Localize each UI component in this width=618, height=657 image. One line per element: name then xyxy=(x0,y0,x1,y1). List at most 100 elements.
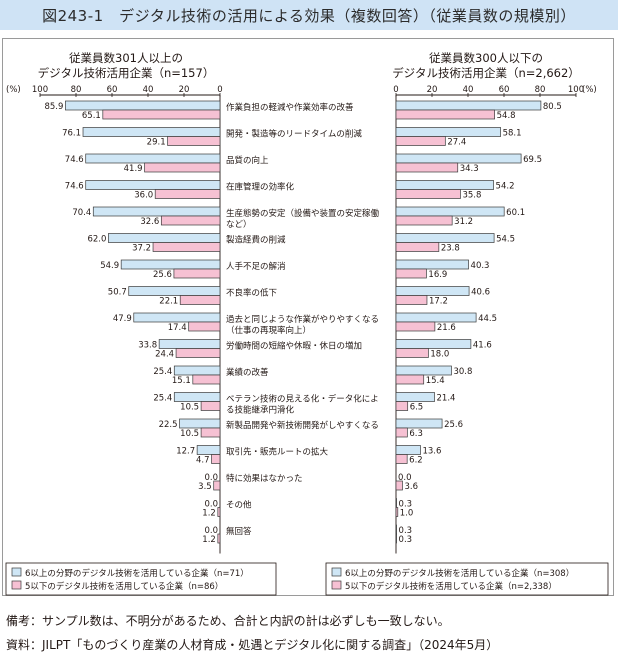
left-data-label-series2: 1.2 xyxy=(202,509,216,519)
left-bar-series1 xyxy=(173,392,221,402)
left-data-label-series1: 0.0 xyxy=(204,526,218,536)
left-bar-series1 xyxy=(173,365,221,376)
left-data-label-series2: 4.7 xyxy=(196,456,210,466)
right-bar-series1 xyxy=(395,127,501,137)
right-panel-title-line1: 従業員数300人以下の xyxy=(429,51,543,65)
left-bar-series1 xyxy=(158,339,221,349)
right-bar-series2 xyxy=(395,136,446,146)
note-remarks: 備考：サンプル数は、不明分があるため、合計と内訳の計は必ずしも一致しない。 xyxy=(6,614,450,628)
category-label: 不良率の低下 xyxy=(226,288,278,299)
left-legend-label-series1: 6以上の分野のデジタル技術を活用している企業（n=71） xyxy=(25,568,249,579)
right-data-label-series2: 21.6 xyxy=(437,323,456,333)
left-axis-unit: (%) xyxy=(6,85,21,95)
right-bar-series2 xyxy=(395,348,429,358)
right-data-label-series1: 54.2 xyxy=(496,182,515,192)
right-data-label-series1: 0.3 xyxy=(399,500,413,510)
category-label: 特に効果はなかった xyxy=(226,473,303,484)
right-legend-label-series1: 6以上の分野のデジタル技術を活用している企業（n=308） xyxy=(345,568,574,579)
left-data-label-series2: 3.5 xyxy=(198,482,212,492)
left-data-label-series2: 1.2 xyxy=(202,535,216,545)
left-legend-swatch-series2 xyxy=(11,580,22,590)
left-legend-label-series2: 5以下のデジタル技術を活用している企業（n=86） xyxy=(25,581,223,592)
right-axis-tick-label: 80 xyxy=(535,85,546,95)
category-label: その他 xyxy=(226,500,252,511)
right-data-label-series2: 35.8 xyxy=(462,191,481,201)
category-label: 過去と同じような作業がやりやすくなる xyxy=(226,314,379,325)
right-data-label-series1: 69.5 xyxy=(523,155,542,165)
left-data-label-series1: 0.0 xyxy=(204,473,218,483)
category-label: 人手不足の解消 xyxy=(226,261,286,272)
left-bar-series2 xyxy=(200,427,221,438)
left-bar-series2 xyxy=(188,321,221,332)
right-bar-series1 xyxy=(395,339,472,349)
left-data-label-series1: 85.9 xyxy=(44,102,63,112)
category-label: など） xyxy=(226,219,252,230)
left-bar-series1 xyxy=(85,153,221,164)
right-bar-series1 xyxy=(395,259,469,270)
notes: 備考：サンプル数は、不明分があるため、合計と内訳の計は必ずしも一致しない。 資料… xyxy=(6,609,498,657)
right-bar-series1 xyxy=(395,524,397,535)
right-bar-series1 xyxy=(395,153,522,164)
left-data-label-series1: 62.0 xyxy=(87,235,106,245)
right-axis-tick-label: 20 xyxy=(427,85,438,95)
category-label: 生産態勢の安定（設備や装置の安定稼働 xyxy=(226,208,380,219)
left-bar-series1 xyxy=(133,312,221,323)
right-bar-series2 xyxy=(395,295,428,305)
left-data-label-series1: 76.1 xyxy=(62,129,81,139)
left-data-label-series1: 22.5 xyxy=(159,420,178,430)
category-label: 労働時間の短縮や休暇・休日の増加 xyxy=(226,341,362,352)
left-axis-tick-label: 40 xyxy=(143,85,154,95)
right-bar-series2 xyxy=(395,454,408,464)
right-data-label-series2: 15.4 xyxy=(426,376,445,386)
right-bar-series2 xyxy=(395,109,495,120)
right-axis-tick-label: 40 xyxy=(463,85,474,95)
left-data-label-series2: 22.1 xyxy=(159,297,178,307)
right-bar-series1 xyxy=(395,286,470,296)
left-bar-series2 xyxy=(160,215,221,226)
left-bar-series2 xyxy=(144,162,221,173)
right-bar-series1 xyxy=(395,312,477,323)
left-bar-series1 xyxy=(85,180,221,190)
left-bar-series1 xyxy=(196,445,221,455)
left-data-label-series1: 25.4 xyxy=(153,394,172,404)
category-label: 新製品開発や新技術開発がしやすくなる xyxy=(226,420,379,431)
chart-title: 図243-1 デジタル技術の活用による効果（複数回答）（従業員数の規模別） xyxy=(42,6,576,25)
left-bar-series1 xyxy=(128,286,221,296)
right-bar-series2 xyxy=(395,427,408,438)
left-data-label-series2: 37.2 xyxy=(132,244,151,254)
chart-title-bar: 図243-1 デジタル技術の活用による効果（複数回答）（従業員数の規模別） xyxy=(0,0,618,30)
left-bar-series2 xyxy=(179,295,221,305)
right-bar-series2 xyxy=(395,480,403,491)
right-data-label-series2: 6.3 xyxy=(409,429,423,439)
right-bar-series1 xyxy=(395,445,421,455)
category-label: 業績の改善 xyxy=(226,367,269,378)
left-data-label-series1: 12.7 xyxy=(176,447,195,457)
right-data-label-series1: 13.6 xyxy=(422,447,441,457)
left-data-label-series2: 24.4 xyxy=(155,350,174,360)
right-data-label-series1: 40.6 xyxy=(471,288,490,298)
right-axis-tick-label: 0 xyxy=(393,85,398,95)
note-source: 資料：JILPT「ものづくり産業の人材育成・処遇とデジタル化に関する調査」（20… xyxy=(6,638,499,652)
left-data-label-series1: 74.6 xyxy=(65,182,84,192)
left-bar-series2 xyxy=(217,533,221,544)
right-bar-series2 xyxy=(395,321,436,332)
left-data-label-series2: 17.4 xyxy=(168,323,187,333)
left-data-label-series2: 32.6 xyxy=(140,217,159,227)
left-data-label-series1: 54.9 xyxy=(100,261,119,271)
category-label: る技能継承円滑化 xyxy=(226,405,295,416)
category-label: 開発・製造等のリードタイムの削減 xyxy=(226,129,362,140)
left-data-label-series2: 25.6 xyxy=(153,270,172,280)
left-bar-series2 xyxy=(102,109,221,120)
right-data-label-series2: 3.6 xyxy=(404,482,418,492)
right-data-label-series1: 58.1 xyxy=(503,129,522,139)
right-data-label-series2: 6.2 xyxy=(409,456,423,466)
left-data-label-series2: 36.0 xyxy=(134,191,153,201)
right-bar-series1 xyxy=(395,418,443,429)
right-legend-swatch-series1 xyxy=(331,567,342,577)
category-label: 品質の向上 xyxy=(226,155,269,166)
right-bar-series1 xyxy=(395,100,542,111)
left-panel-title-line1: 従業員数301人以上の xyxy=(69,51,183,65)
left-data-label-series1: 70.4 xyxy=(72,208,91,218)
left-bar-series2 xyxy=(173,268,221,279)
